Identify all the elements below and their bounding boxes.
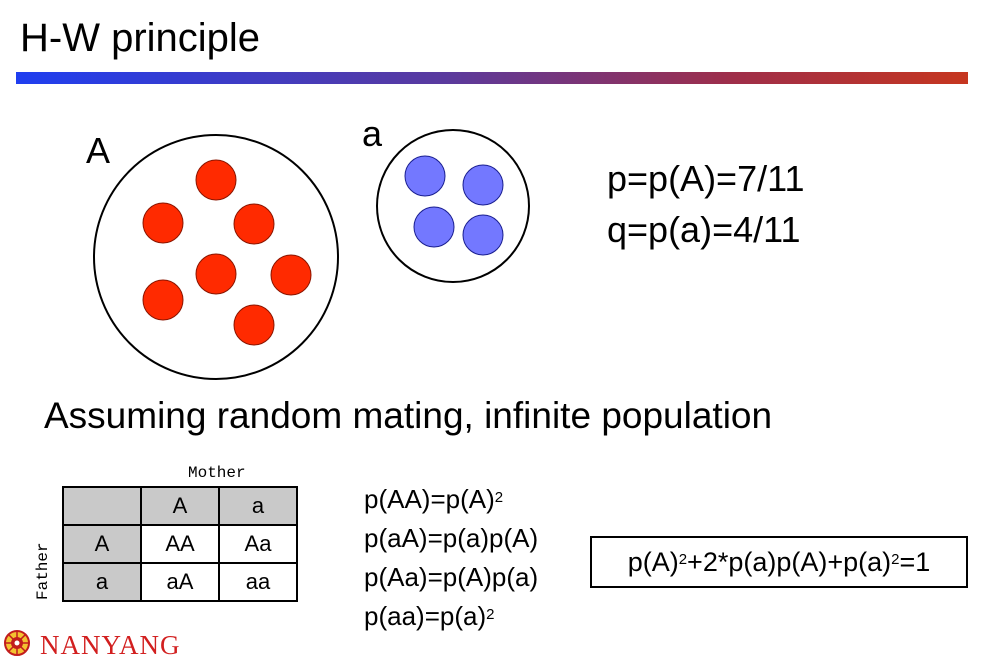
- allele-A-label: A: [86, 130, 111, 171]
- population-A-circle: [93, 134, 339, 380]
- allele-A-dot: [195, 253, 237, 295]
- hardy-weinberg-equation: p(A)2+2*p(a)p(A)+p(a)2=1: [590, 536, 968, 588]
- table-cell: aA: [140, 562, 220, 602]
- assumption-text: Assuming random mating, infinite populat…: [44, 395, 773, 436]
- punnett-square: A a A AA Aa a aA aa: [62, 486, 298, 602]
- allele-a-dot: [404, 155, 446, 197]
- table-cell: aa: [218, 562, 298, 602]
- allele-A-dot: [233, 203, 275, 245]
- allele-a-dot: [413, 206, 455, 248]
- crest-icon: [0, 628, 34, 663]
- logo-text: NANYANG: [40, 629, 181, 660]
- allele-A-dot: [270, 254, 312, 296]
- allele-A-dot: [142, 279, 184, 321]
- allele-a-label: a: [362, 113, 383, 154]
- table-row: A AA Aa: [62, 524, 298, 564]
- table-cell: Aa: [218, 524, 298, 564]
- table-cell: A: [62, 524, 142, 564]
- equation-Aa: p(Aa)=p(A)p(a): [364, 562, 539, 592]
- father-label: Father: [34, 542, 52, 600]
- table-cell: AA: [140, 524, 220, 564]
- table-cell: a: [218, 486, 298, 526]
- table-cell: [62, 486, 142, 526]
- allele-a-dot: [462, 214, 504, 256]
- p-formula: p=p(A)=7/11: [607, 158, 805, 199]
- allele-A-dot: [195, 159, 237, 201]
- allele-A-dot: [142, 202, 184, 244]
- allele-A-dot: [233, 304, 275, 346]
- equation-AA: p(AA)=p(A)2: [364, 484, 504, 514]
- nanyang-logo: NANYANG: [0, 628, 181, 663]
- title-divider: [16, 72, 968, 84]
- allele-a-dot: [462, 164, 504, 206]
- equation-aa: p(aa)=p(a)2: [364, 601, 495, 631]
- population-a-circle: [376, 129, 530, 283]
- table-row: a aA aa: [62, 562, 298, 602]
- table-cell: A: [140, 486, 220, 526]
- slide-title: H-W principle: [20, 16, 261, 60]
- table-cell: a: [62, 562, 142, 602]
- mother-label: Mother: [188, 464, 246, 482]
- table-row: A a: [62, 486, 298, 526]
- equation-aA: p(aA)=p(a)p(A): [364, 523, 539, 553]
- genotype-equations: p(AA)=p(A)2 p(aA)=p(a)p(A) p(Aa)=p(A)p(a…: [364, 480, 538, 636]
- q-formula: q=p(a)=4/11: [607, 209, 801, 250]
